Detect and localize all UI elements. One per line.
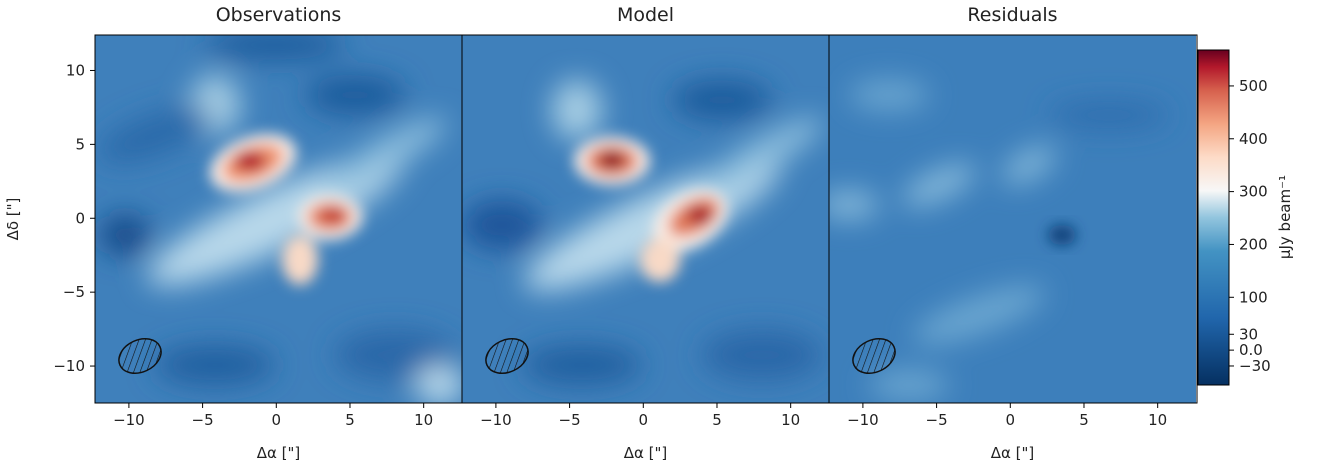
x-tick-label: 0 — [639, 411, 649, 429]
x-tick-label: 10 — [1148, 411, 1167, 429]
panel-title: Residuals — [967, 4, 1057, 26]
x-tick-label: −5 — [559, 411, 581, 429]
colorbar-tick-label: 200 — [1239, 235, 1268, 253]
y-tick-label: 0 — [75, 209, 85, 227]
colorbar — [1197, 49, 1230, 386]
image-residuals — [829, 35, 1196, 403]
panel-frame — [828, 34, 1198, 404]
panel-title: Model — [617, 4, 674, 26]
colorbar-tick-label: 0.0 — [1239, 341, 1263, 359]
x-axis-label: Δα ["] — [257, 444, 301, 462]
colorbar-tick-label: 500 — [1239, 77, 1268, 95]
colorbar-label: μJy beam⁻¹ — [1276, 175, 1294, 259]
colorbar-tick-label: 300 — [1239, 183, 1268, 201]
x-axis-label: Δα ["] — [624, 444, 668, 462]
y-tick-label: −10 — [53, 357, 85, 375]
image-observations — [95, 35, 462, 403]
x-tick-label: 5 — [712, 411, 722, 429]
y-axis-label: Δδ ["] — [4, 198, 22, 241]
colorbar-tick-label: 400 — [1239, 130, 1268, 148]
y-tick-label: −5 — [63, 283, 85, 301]
x-tick-label: 5 — [345, 411, 355, 429]
x-tick-label: 0 — [1006, 411, 1016, 429]
x-tick-label: −10 — [113, 411, 145, 429]
colorbar-tick-label: 30 — [1239, 325, 1258, 343]
x-axis-label: Δα ["] — [991, 444, 1035, 462]
image-model — [462, 35, 829, 403]
x-tick-label: −10 — [847, 411, 879, 429]
y-tick-label: 10 — [66, 61, 85, 79]
y-tick-label: 5 — [75, 135, 85, 153]
x-tick-label: −5 — [926, 411, 948, 429]
x-tick-label: −5 — [192, 411, 214, 429]
x-tick-label: 10 — [781, 411, 800, 429]
x-tick-label: 10 — [414, 411, 433, 429]
colorbar-tick-label: −30 — [1239, 357, 1271, 375]
panel-title: Observations — [216, 4, 342, 26]
colorbar-tick-label: 100 — [1239, 288, 1268, 306]
x-tick-label: −10 — [480, 411, 512, 429]
x-tick-label: 0 — [272, 411, 282, 429]
x-tick-label: 5 — [1079, 411, 1089, 429]
